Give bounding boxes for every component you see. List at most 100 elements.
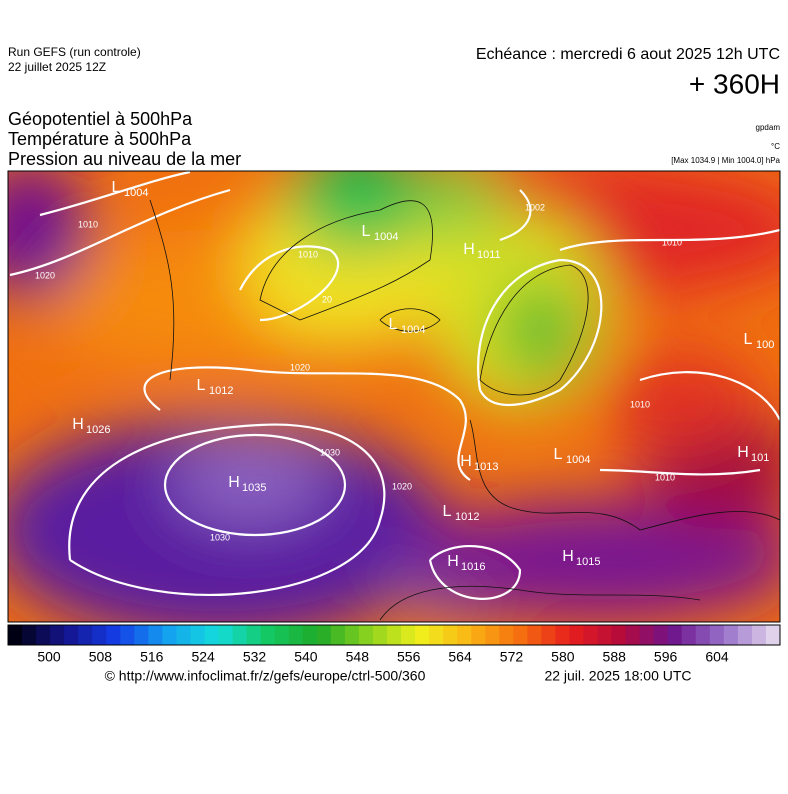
colorbar-tick-label: 548 — [346, 649, 370, 665]
colorbar-swatch — [527, 625, 542, 645]
colorbar-swatch — [499, 625, 514, 645]
colorbar-swatch — [429, 625, 444, 645]
colorbar-swatch — [751, 625, 767, 645]
map-frame — [7, 170, 781, 623]
colorbar-swatch — [709, 625, 725, 645]
colorbar-swatch — [681, 625, 697, 645]
colorbar-swatch — [737, 625, 753, 645]
colorbar-swatch — [190, 625, 206, 645]
isobar-label: 1010 — [630, 399, 650, 409]
colorbar-swatch — [50, 625, 65, 645]
colorbar-swatch — [653, 625, 669, 645]
colorbar-swatch — [204, 625, 220, 645]
colorbar-swatch — [344, 625, 360, 645]
colorbar-swatch — [330, 625, 346, 645]
colorbar-swatch — [148, 625, 163, 645]
center-type: H — [463, 241, 475, 258]
colorbar-swatch — [583, 625, 599, 645]
center-value: 1012 — [455, 511, 479, 523]
colorbar-swatch — [667, 625, 683, 645]
colorbar-frame — [7, 624, 781, 646]
colorbar-swatch — [639, 625, 655, 645]
colorbar-swatch — [415, 625, 430, 645]
title: Pression au niveau de la mer — [8, 149, 241, 169]
colorbar-swatch — [134, 625, 149, 645]
colorbar-swatch — [555, 625, 570, 645]
colorbar-swatch — [232, 625, 248, 645]
colorbar-swatch — [723, 625, 739, 645]
colorbar-swatch — [611, 625, 627, 645]
colorbar-swatch — [597, 625, 613, 645]
colorbar-swatch — [8, 625, 23, 645]
isobar-label: 1002 — [525, 202, 545, 212]
colorbar-tick-label: 580 — [551, 649, 575, 665]
center-value: 1004 — [401, 324, 425, 336]
issued: 22 juil. 2025 18:00 UTC — [544, 668, 691, 684]
isobar-label: 1010 — [78, 219, 98, 229]
center-type: H — [228, 474, 240, 491]
colorbar-tick-label: 604 — [705, 649, 729, 665]
isobar-label: 1010 — [662, 237, 682, 247]
isobar-label: 1010 — [298, 249, 318, 259]
run-date: 22 juillet 2025 12Z — [8, 60, 106, 74]
center-type: H — [562, 548, 574, 565]
center-value: 1004 — [374, 231, 398, 243]
colorbar-swatch — [513, 625, 528, 645]
isobar-label: 1010 — [655, 472, 675, 482]
colorbar-tick-label: 596 — [654, 649, 678, 665]
center-type: H — [737, 444, 749, 461]
title: Température à 500hPa — [8, 129, 192, 149]
center-type: H — [72, 416, 84, 433]
colorbar-swatch — [386, 625, 402, 645]
center-type: L — [389, 316, 398, 333]
center-value: 1012 — [209, 385, 233, 397]
center-value: 1026 — [86, 424, 110, 436]
center-type: L — [112, 179, 121, 196]
colorbar-swatch — [695, 625, 711, 645]
colorbar-swatch — [106, 625, 121, 645]
colorbar-tick-label: 516 — [140, 649, 164, 665]
unit: °C — [771, 142, 780, 151]
colorbar-swatch — [92, 625, 107, 645]
isobar-label: 20 — [322, 294, 332, 304]
colorbar-swatch — [625, 625, 641, 645]
colorbar-swatch — [260, 625, 276, 645]
colorbar-swatch — [316, 625, 332, 645]
center-value: 1004 — [124, 187, 148, 199]
run-label: Run GEFS (run controle) — [8, 45, 141, 59]
colorbar-swatch — [302, 625, 318, 645]
colorbar-swatch — [36, 625, 51, 645]
unit: [Max 1034.9 | Min 1004.0] hPa — [671, 156, 780, 165]
center-type: H — [447, 553, 459, 570]
colorbar-swatch — [358, 625, 374, 645]
colorbar-swatch — [288, 625, 304, 645]
colorbar-tick-label: 564 — [448, 649, 472, 665]
colorbar-swatch — [64, 625, 79, 645]
center-type: L — [197, 377, 206, 394]
center-value: 100 — [756, 339, 774, 351]
source: © http://www.infoclimat.fr/z/gefs/europe… — [105, 668, 426, 684]
center-type: L — [443, 503, 452, 520]
unit: gpdam — [756, 123, 781, 132]
colorbar-swatch — [162, 625, 177, 645]
center-value: 101 — [751, 452, 769, 464]
colorbar-swatch — [401, 625, 416, 645]
center-type: H — [460, 453, 472, 470]
colorbar-tick-label: 532 — [243, 649, 267, 665]
colorbar-swatch — [22, 625, 37, 645]
colorbar-tick-label: 556 — [397, 649, 421, 665]
colorbar-tick-label: 588 — [603, 649, 627, 665]
title: Géopotentiel à 500hPa — [8, 109, 193, 129]
colorbar-swatch — [541, 625, 556, 645]
center-type: L — [362, 223, 371, 240]
isobar-label: 1020 — [392, 481, 412, 491]
center-value: 1011 — [477, 249, 501, 261]
colorbar-tick-label: 508 — [89, 649, 113, 665]
colorbar-swatch — [569, 625, 584, 645]
center-value: 1013 — [474, 461, 498, 473]
colorbar-swatch — [78, 625, 93, 645]
echeance: Echéance : mercredi 6 aout 2025 12h UTC — [476, 46, 780, 63]
isobar-label: 1030 — [210, 532, 230, 542]
